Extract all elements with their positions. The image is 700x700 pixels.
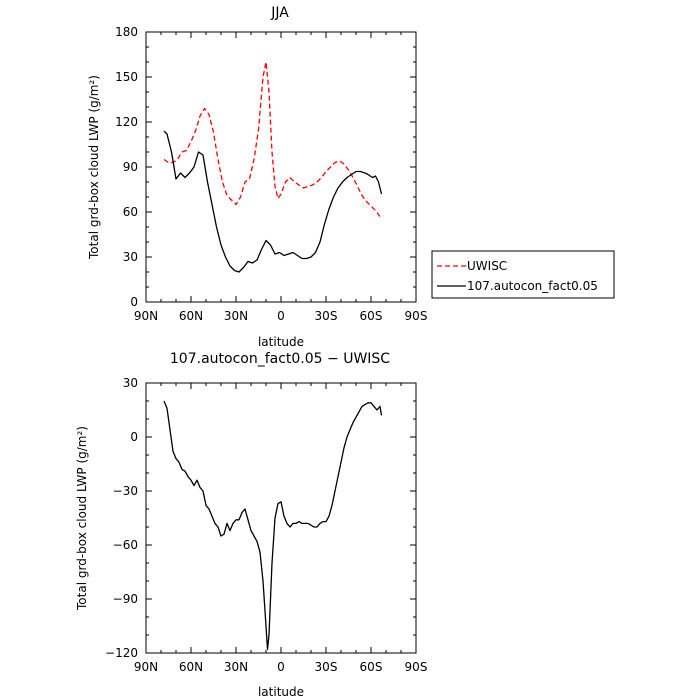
top-chart-title: JJA [270,5,289,21]
top-xtick-label: 0 [277,309,285,323]
top-axes-layer: 90N 60N 30N 0 30S 60S 90S 0 30 60 90 120 150 180 [115,25,427,323]
top-xtick-label: 90N [134,309,158,323]
bottom-chart-title: 107.autocon_fact0.05 − UWISC [170,351,390,367]
legend-box [431,250,615,299]
top-xtick-label: 90S [405,309,428,323]
bottom-series-layer [163,400,383,651]
bottom-xtick-label: 0 [277,660,285,674]
legend-label-autocon: 107.autocon_fact0.05 [467,279,598,293]
top-ytick-label: 180 [115,25,138,39]
bottom-xtick-label: 60S [360,660,383,674]
bottom-ytick-label: 30 [123,376,138,390]
bottom-xlabel: latitude [258,685,304,699]
top-ytick-label: 0 [130,295,138,309]
top-panel: JJA 90N 60N 30N 0 30S 60S 90S0306090120150180 … [87,5,427,349]
top-xtick-label: 30S [315,309,338,323]
top-series-line-1 [163,130,383,273]
bottom-ytick-label: −60 [113,538,138,552]
top-xtick-label: 30N [224,309,248,323]
top-ytick-label: 90 [123,160,138,174]
bottom-xtick-label: 30S [315,660,338,674]
top-ytick-label: 30 [123,250,138,264]
bottom-xtick-label: 60N [179,660,203,674]
top-series-layer [163,61,383,273]
top-series-line-0 [163,61,381,217]
bottom-series-line-0 [163,400,383,651]
bottom-axes-layer: 90N 60N 30N 0 30S 60S 90S −120 −90 −60 −30 0 30 [105,376,427,674]
top-xtick-label: 60S [360,309,383,323]
top-ylabel: Total grd-box cloud LWP (g/m²) [87,75,101,260]
bottom-xtick-label: 90N [134,660,158,674]
bottom-xtick-label: 30N [224,660,248,674]
bottom-xtick-label: 90S [405,660,428,674]
bottom-ytick-label: 0 [130,430,138,444]
bottom-plot-frame [145,382,417,654]
bottom-ylabel: Total grd-box cloud LWP (g/m²) [75,426,89,611]
legend: UWISC 107.autocon_fact0.05 [431,250,615,299]
top-ytick-label: 120 [115,115,138,129]
top-xlabel: latitude [258,335,304,349]
bottom-panel: 107.autocon_fact0.05 − UWISC 90N 60N 30N 0 3… [75,351,427,699]
top-plot-frame [145,31,417,303]
top-ytick-label: 150 [115,70,138,84]
top-ytick-label: 60 [123,205,138,219]
bottom-ytick-label: −120 [105,646,138,660]
legend-label-uwisc: UWISC [467,259,507,273]
bottom-ytick-label: −30 [113,484,138,498]
top-xtick-label: 60N [179,309,203,323]
bottom-ytick-label: −90 [113,592,138,606]
